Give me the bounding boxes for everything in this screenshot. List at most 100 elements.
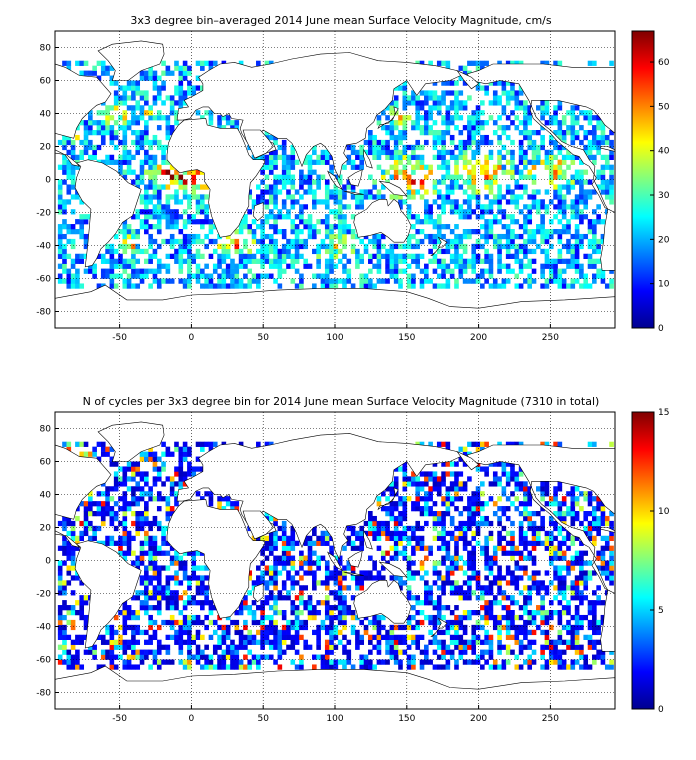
heatmap-cell <box>458 530 464 537</box>
heatmap-cell <box>398 134 403 141</box>
heatmap-cell <box>475 253 481 259</box>
heatmap-cell <box>393 139 399 146</box>
heatmap-cell <box>449 501 455 507</box>
heatmap-cell <box>488 199 494 205</box>
heatmap-cell <box>286 238 291 245</box>
heatmap-cell <box>156 624 162 631</box>
heatmap-cell <box>148 70 153 76</box>
heatmap-cell <box>600 219 606 225</box>
heatmap-cell <box>66 441 72 447</box>
heatmap-cell <box>320 243 326 250</box>
heatmap-cell <box>484 649 489 655</box>
heatmap-cell <box>415 491 421 497</box>
heatmap-cell <box>497 60 502 66</box>
heatmap-cell <box>260 154 265 160</box>
heatmap-cell <box>174 560 179 566</box>
heatmap-cell <box>273 560 278 566</box>
heatmap-cell <box>290 243 296 250</box>
heatmap-cell <box>88 263 93 269</box>
heatmap-cell <box>411 614 416 621</box>
heatmap-cell <box>368 570 373 576</box>
heatmap-cell <box>316 610 321 616</box>
heatmap-cell <box>324 248 330 255</box>
heatmap-cell <box>523 263 528 269</box>
heatmap-cell <box>75 273 80 279</box>
heatmap-cell <box>484 466 489 472</box>
heatmap-cell <box>540 585 545 591</box>
heatmap-cell <box>553 441 558 447</box>
heatmap-cell <box>152 179 158 185</box>
heatmap-cell <box>187 194 192 200</box>
heatmap-cell <box>88 535 93 541</box>
heatmap-cell <box>544 441 550 447</box>
heatmap-cell <box>411 550 416 556</box>
heatmap-cell <box>195 629 201 636</box>
heatmap-cell <box>432 268 438 274</box>
heatmap-cell <box>234 273 240 279</box>
heatmap-cell <box>92 120 97 126</box>
heatmap-cell <box>337 575 343 581</box>
heatmap-cell <box>294 614 300 621</box>
heatmap-cell <box>449 555 455 561</box>
heatmap-cell <box>536 580 541 586</box>
heatmap-cell <box>510 238 515 245</box>
heatmap-cell <box>389 649 395 655</box>
heatmap-cell <box>187 471 192 477</box>
heatmap-cell <box>488 283 494 289</box>
heatmap-cell <box>531 619 537 626</box>
heatmap-cell <box>488 585 494 591</box>
heatmap-cell <box>398 283 403 289</box>
heatmap-cell <box>174 248 179 255</box>
heatmap-cell <box>264 130 270 136</box>
heatmap-cell <box>92 268 97 274</box>
heatmap-cell <box>579 283 584 289</box>
heatmap-cell <box>385 496 390 502</box>
heatmap-cell <box>527 283 533 289</box>
heatmap-cell <box>579 169 584 175</box>
heatmap-cell <box>122 659 128 665</box>
heatmap-cell <box>324 258 330 264</box>
heatmap-cell <box>273 154 278 160</box>
heatmap-cell <box>113 525 119 532</box>
heatmap-cell <box>281 159 287 165</box>
heatmap-cell <box>510 624 515 631</box>
heatmap-cell <box>462 644 468 650</box>
heatmap-cell <box>243 639 248 645</box>
heatmap-cell <box>350 664 356 670</box>
heatmap-cell <box>225 233 231 240</box>
heatmap-cell <box>548 600 554 606</box>
heatmap-cell <box>195 619 201 626</box>
heatmap-cell <box>458 144 464 151</box>
heatmap-cell <box>398 199 403 205</box>
heatmap-cell <box>148 446 153 452</box>
heatmap-cell <box>212 605 218 611</box>
heatmap-cell <box>290 174 296 180</box>
heatmap-cell <box>187 204 192 210</box>
heatmap-cell <box>579 570 584 576</box>
heatmap-cell <box>523 219 528 225</box>
heatmap-cell <box>83 60 89 66</box>
heatmap-cell <box>70 243 76 250</box>
heatmap-cell <box>131 90 136 96</box>
heatmap-cell <box>165 496 171 502</box>
heatmap-cell <box>523 253 528 259</box>
heatmap-cell <box>217 496 222 502</box>
heatmap-cell <box>415 60 421 66</box>
coastline <box>353 198 412 243</box>
heatmap-cell <box>505 115 511 121</box>
heatmap-cell <box>139 456 145 462</box>
heatmap-cell <box>70 169 76 175</box>
heatmap-cell <box>312 224 317 230</box>
heatmap-cell <box>260 189 265 195</box>
heatmap-cell <box>553 595 558 601</box>
heatmap-cell <box>204 600 209 606</box>
heatmap-cell <box>70 639 76 645</box>
heatmap-cell <box>299 595 304 601</box>
heatmap-cell <box>514 204 520 210</box>
heatmap-cell <box>544 233 550 240</box>
heatmap-cell <box>281 154 287 160</box>
heatmap-cell <box>126 278 132 284</box>
heatmap-cell <box>501 575 507 581</box>
heatmap-cell <box>566 506 571 512</box>
heatmap-cell <box>424 501 429 507</box>
